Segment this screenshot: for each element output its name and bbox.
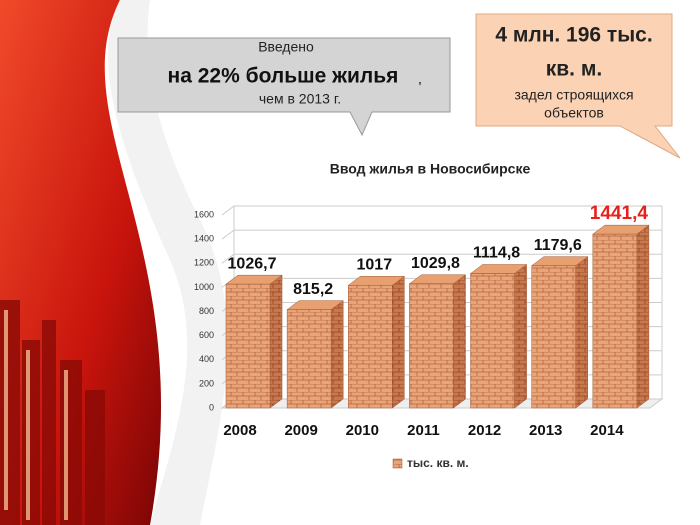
bar-side: [514, 264, 527, 409]
callout-text: на 22% больше жилья: [168, 65, 399, 88]
chart-title: Ввод жилья в Новосибирске: [330, 161, 531, 177]
bar-side: [636, 224, 650, 409]
y-tick-label: 400: [199, 354, 214, 364]
data-label: 1029,8: [411, 255, 460, 272]
y-tick-label: 1600: [194, 209, 214, 219]
data-label: 815,2: [293, 281, 333, 298]
bar-side: [269, 274, 283, 409]
x-tick-label: 2009: [284, 422, 317, 439]
decor-red: [0, 0, 162, 525]
y-tick-label: 1200: [194, 258, 214, 268]
bar-side: [575, 256, 588, 409]
bar: [592, 233, 638, 409]
y-tick-label: 1400: [194, 234, 214, 244]
bar: [531, 265, 576, 409]
callout-text: задел строящихся: [514, 87, 633, 103]
y-tick-label: 200: [199, 378, 214, 388]
bar-side: [330, 300, 344, 409]
decor-curve: [108, 0, 228, 525]
data-label: 1441,4: [590, 203, 649, 224]
y-tick-label: 600: [199, 330, 214, 340]
x-tick-label: 2011: [407, 422, 440, 439]
callout-text: Введено: [258, 39, 314, 55]
bar: [286, 309, 332, 409]
x-tick-label: 2012: [468, 422, 501, 439]
y-tick-label: 0: [209, 402, 214, 412]
callout-text: объектов: [544, 105, 604, 121]
bar-side: [453, 274, 466, 409]
callout-text: кв. м.: [546, 58, 602, 81]
grid-line: [221, 253, 662, 264]
grid-line: [221, 205, 662, 216]
x-tick-label: 2008: [223, 422, 256, 439]
bar: [225, 283, 271, 409]
y-tick-label: 1000: [194, 282, 214, 292]
y-tick-label: 800: [199, 306, 214, 316]
data-label: 1017: [357, 257, 393, 274]
bar: [470, 273, 515, 409]
x-tick-label: 2014: [590, 422, 624, 439]
callout-text: ,: [418, 71, 422, 87]
callout-text: 4 млн. 196 тыс.: [495, 24, 652, 47]
data-label: 1026,7: [228, 255, 277, 272]
data-label: 1114,8: [473, 245, 520, 262]
legend-label: тыс. кв. м.: [407, 456, 469, 470]
x-tick-label: 2010: [346, 422, 379, 439]
callout-left: [117, 37, 451, 137]
legend-swatch: [392, 458, 403, 469]
callout-text: чем в 2013 г.: [259, 91, 341, 107]
bar: [409, 283, 454, 409]
callout-right: [475, 13, 681, 159]
x-tick-label: 2013: [529, 422, 562, 439]
grid-line: [221, 229, 662, 240]
bar: [348, 285, 393, 409]
bar-side: [392, 275, 405, 409]
data-label: 1179,6: [534, 237, 582, 254]
